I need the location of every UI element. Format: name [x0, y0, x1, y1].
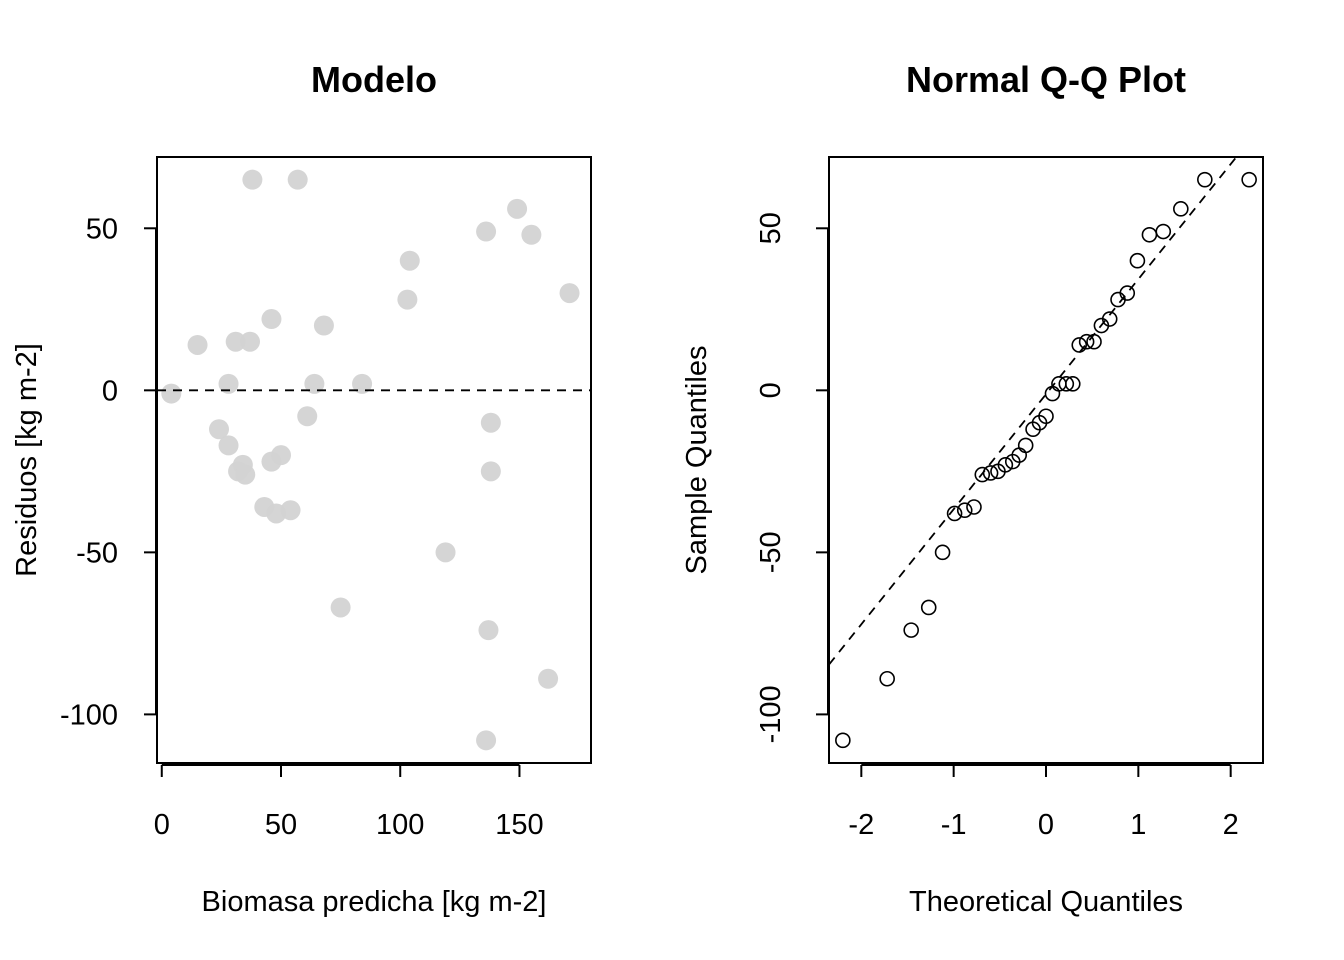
residuals-point — [240, 331, 260, 352]
residuals-point — [476, 730, 497, 751]
qq-x-tick-label: -1 — [941, 809, 967, 841]
qq-point — [1119, 285, 1136, 301]
residuals-point — [304, 373, 325, 394]
residuals-y-tick-label: 50 — [86, 213, 118, 245]
qq-point — [1129, 252, 1146, 269]
qq-point — [920, 599, 937, 616]
residuals-x-tick-label: 0 — [154, 809, 170, 841]
qq-point — [835, 732, 851, 749]
residuals-point — [559, 283, 580, 304]
qq-point — [1141, 226, 1158, 243]
residuals-y-axis-label: Residuos [kg m-2] — [11, 343, 43, 577]
residuals-point — [538, 668, 559, 689]
residuals-plot-frame — [156, 156, 592, 764]
qq-y-tick-label: -100 — [755, 685, 787, 743]
residuals-point — [280, 500, 301, 521]
residuals-point — [521, 224, 542, 245]
qq-x-tick-label: -2 — [848, 809, 874, 841]
residuals-point — [313, 315, 334, 336]
residuals-point — [297, 406, 318, 427]
qq-point — [1101, 311, 1118, 327]
residuals-point — [287, 169, 308, 190]
residuals-point — [242, 169, 263, 190]
qq-y-tick-label: 0 — [755, 382, 787, 398]
qq-point — [1197, 171, 1213, 188]
residuals-chart-title: Modelo — [311, 59, 437, 100]
qq-point — [1058, 376, 1075, 392]
qq-reference-line — [829, 157, 1238, 666]
qq-point — [879, 670, 895, 687]
qq-x-tick-label: 0 — [1038, 809, 1054, 841]
qq-point — [1064, 376, 1081, 392]
residuals-y-tick-label: -50 — [76, 537, 118, 569]
qq-chart-title: Normal Q-Q Plot — [906, 59, 1186, 100]
qq-point — [1173, 201, 1189, 217]
qq-x-tick-label: 1 — [1130, 809, 1146, 841]
qq-point — [956, 502, 973, 519]
qq-point — [934, 544, 951, 561]
qq-point — [1044, 385, 1061, 402]
residuals-point — [478, 620, 499, 641]
residuals-point — [218, 373, 239, 394]
residuals-panel: Modelo Biomasa predicha [kg m-2] Residuo… — [11, 59, 592, 918]
qq-point — [946, 505, 963, 522]
residuals-y-tick-label: -100 — [60, 699, 118, 731]
residuals-point — [435, 542, 456, 563]
residuals-point — [476, 221, 497, 242]
qq-y-axis-label: Sample Quantiles — [681, 346, 713, 575]
qq-plot-frame — [828, 156, 1264, 764]
residuals-point — [161, 383, 182, 404]
qq-point — [1038, 408, 1054, 425]
qq-point — [1017, 437, 1034, 454]
qq-point — [997, 457, 1014, 473]
qq-x-tick-label: 2 — [1223, 809, 1239, 841]
residuals-point — [261, 309, 282, 330]
qq-x-axis-label: Theoretical Quantiles — [909, 886, 1183, 918]
residuals-point — [480, 461, 501, 482]
residuals-y-tick-label: 0 — [102, 375, 118, 407]
residuals-point — [209, 419, 229, 440]
residuals-point — [225, 331, 246, 352]
qq-y-tick-label: -50 — [755, 531, 787, 573]
residuals-point — [187, 334, 208, 355]
residuals-point — [235, 464, 256, 485]
qq-point — [966, 499, 982, 515]
residuals-point — [271, 445, 291, 466]
residuals-x-tick-label: 100 — [376, 809, 424, 841]
residuals-point — [507, 198, 528, 219]
qq-point — [1241, 171, 1257, 188]
qq-point — [1155, 223, 1172, 240]
residuals-x-tick-label: 50 — [265, 809, 297, 841]
qq-point — [974, 466, 991, 483]
residuals-point — [480, 412, 501, 433]
qq-point — [1078, 333, 1095, 350]
residuals-point — [330, 597, 351, 618]
residuals-point — [218, 435, 239, 456]
residuals-point — [397, 289, 418, 310]
qq-panel: Normal Q-Q Plot Theoretical Quantiles Sa… — [681, 59, 1264, 918]
residuals-x-tick-label: 150 — [495, 809, 543, 841]
residuals-points — [161, 169, 580, 751]
residuals-point — [352, 373, 373, 394]
residuals-x-axis-label: Biomasa predicha [kg m-2] — [202, 886, 547, 918]
qq-points — [835, 171, 1257, 749]
residuals-point — [399, 250, 420, 271]
qq-y-tick-label: 50 — [755, 212, 787, 244]
qq-point — [903, 622, 919, 638]
